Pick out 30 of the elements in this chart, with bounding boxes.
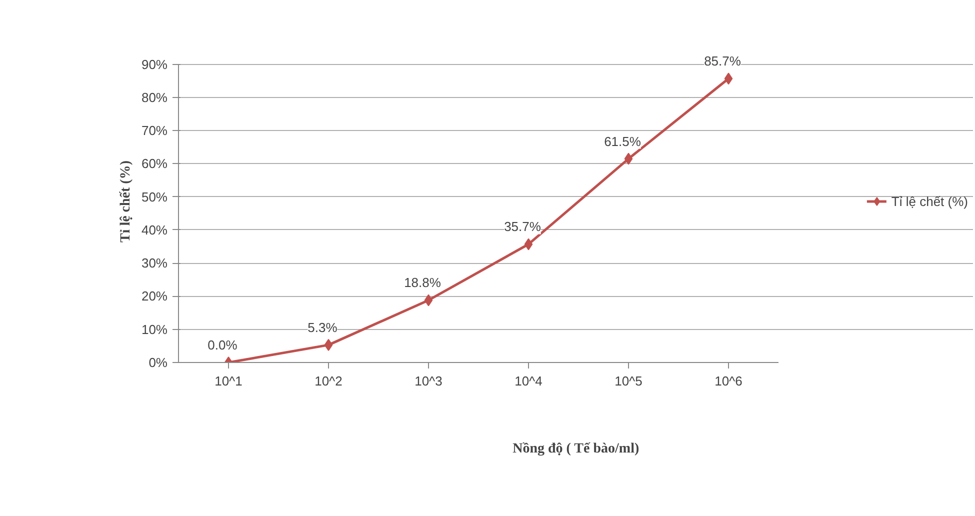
x-tick-label: 10^6 [714, 374, 742, 388]
y-axis-title: Tỉ lệ chết (%) [118, 160, 134, 243]
x-tick-label: 10^4 [514, 374, 542, 388]
data-label: 0.0% [208, 338, 238, 352]
point [624, 152, 633, 165]
y-tick-label: 60% [141, 156, 168, 172]
x-tick-label: 10^1 [214, 374, 242, 388]
x-axis-title: Nồng độ ( Tế bào/ml) [512, 442, 640, 456]
point [524, 238, 533, 250]
point [324, 338, 333, 351]
data-label: 85.7% [704, 54, 742, 69]
y-tick-label: 10% [141, 322, 168, 337]
y-tick-label: 80% [141, 90, 168, 105]
data-label: 5.3% [308, 320, 338, 335]
data-label: 18.8% [404, 275, 442, 290]
y-tick-label: 50% [141, 189, 168, 204]
data-label: 61.5% [604, 134, 642, 149]
legend-label: Tỉ lệ chết (%) [891, 194, 968, 208]
y-tick-label: 40% [141, 222, 168, 238]
y-tick-label: 90% [141, 56, 168, 72]
data-label: 35.7% [504, 219, 542, 234]
point [724, 72, 733, 85]
y-tick-label: 20% [141, 288, 168, 304]
x-tick-label: 10^5 [614, 374, 642, 388]
point [424, 294, 433, 306]
y-tick-label: 0% [148, 355, 168, 370]
x-tick-label: 10^3 [414, 374, 442, 388]
y-tick-label: 30% [141, 256, 168, 271]
y-tick-label: 70% [141, 123, 168, 138]
x-tick-label: 10^2 [314, 374, 342, 388]
